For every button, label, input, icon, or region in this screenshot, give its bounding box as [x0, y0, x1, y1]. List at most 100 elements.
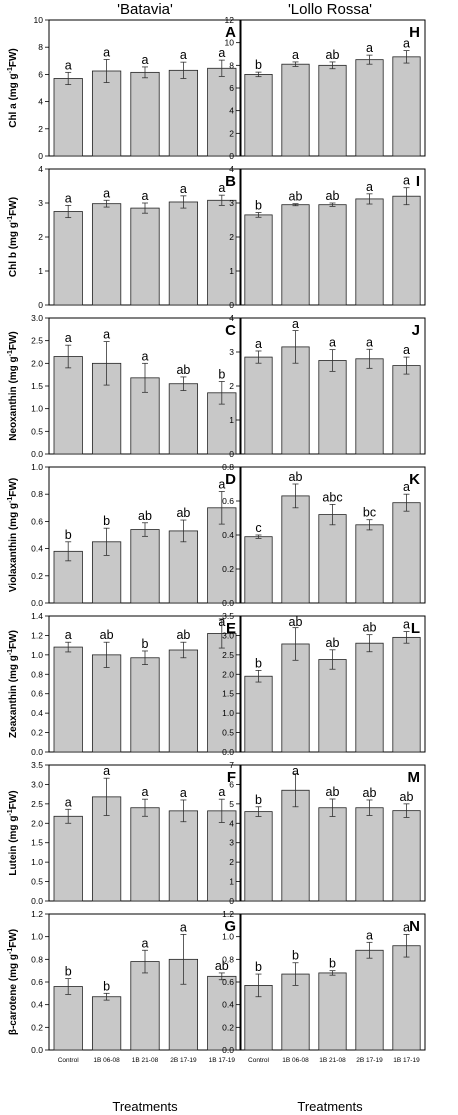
bar	[392, 810, 421, 902]
y-tick-label: 3	[229, 198, 234, 208]
bar	[53, 211, 83, 306]
significance-letter: ab	[400, 790, 414, 804]
bar	[53, 815, 83, 902]
y-tick-label: 8	[38, 42, 43, 52]
bar	[207, 633, 237, 753]
significance-letter: ab	[326, 189, 340, 203]
category-label: Control	[248, 1057, 270, 1064]
panel-letter: L	[411, 620, 420, 637]
y-tick-label: 0.2	[222, 564, 234, 574]
significance-letter: b	[255, 656, 262, 670]
significance-letter: b	[103, 979, 110, 993]
panel-e: 0.0 0.2 0.4 0.6 0.8 1.0 1.2 1.4 Zeaxanthin (mg g…	[7, 611, 242, 757]
y-tick-label: 3.5	[31, 760, 43, 770]
y-tick-label: 0.0	[222, 598, 234, 608]
panel-d: 0.0 0.2 0.4 0.6 0.8 1.0 Violaxanthin (mg g-1FW…	[7, 462, 242, 608]
y-tick-label: 1.5	[222, 689, 234, 699]
y-tick-label: 2	[229, 232, 234, 242]
significance-letter: a	[218, 785, 225, 799]
bar	[281, 973, 310, 1051]
y-tick-label: 0.8	[31, 954, 43, 964]
bar	[168, 810, 199, 902]
significance-letter: a	[403, 37, 410, 51]
bar	[318, 807, 347, 902]
bar	[244, 74, 273, 157]
y-tick-label: 2.5	[31, 336, 43, 346]
y-axis-label: β-carotene (mg g-1FW)	[7, 929, 19, 1035]
significance-letter: b	[255, 793, 262, 807]
y-tick-label: 0.0	[31, 598, 43, 608]
panel-letter: D	[225, 471, 236, 488]
y-tick-label: 5	[229, 799, 234, 809]
significance-letter: a	[366, 928, 373, 942]
y-tick-label: 2	[229, 857, 234, 867]
panel-letter: A	[225, 24, 236, 41]
significance-letter: a	[142, 53, 149, 67]
panel-letter: N	[409, 918, 420, 935]
significance-letter: a	[292, 48, 299, 62]
bar	[130, 807, 160, 902]
y-tick-label: 0.4	[31, 708, 43, 718]
significance-letter: b	[292, 949, 299, 963]
y-tick-label: 0	[229, 300, 234, 310]
y-tick-label: 2	[38, 124, 43, 134]
y-tick-label: 2.0	[31, 358, 43, 368]
bar	[130, 657, 160, 753]
panel-letter: I	[416, 173, 420, 190]
bar	[392, 636, 421, 753]
panel-letter: M	[408, 769, 421, 786]
y-tick-label: 1.5	[31, 381, 43, 391]
panel-c: 0.0 0.5 1.0 1.5 2.0 2.5 3.0 Neoxanthin (mg g-1F…	[7, 313, 242, 459]
y-tick-label: 0.5	[31, 877, 43, 887]
y-tick-label: 0.2	[31, 728, 43, 738]
bar	[130, 961, 160, 1051]
significance-letter: a	[403, 480, 410, 494]
bar	[91, 654, 122, 753]
significance-letter: b	[329, 957, 336, 971]
y-tick-label: 2.5	[31, 799, 43, 809]
y-tick-label: 1.5	[31, 838, 43, 848]
significance-letter: a	[103, 764, 110, 778]
bar	[355, 358, 384, 455]
significance-letter: a	[142, 936, 149, 950]
y-axis-label: Chl a (mg g-1FW)	[7, 48, 19, 128]
y-tick-label: 12	[225, 15, 235, 25]
y-tick-label: 0.4	[222, 1000, 234, 1010]
significance-letter: a	[218, 477, 225, 491]
y-tick-label: 1.2	[222, 909, 234, 919]
y-tick-label: 3	[38, 198, 43, 208]
bar	[318, 514, 347, 604]
significance-letter: ab	[138, 509, 152, 523]
significance-letter: b	[255, 960, 262, 974]
y-tick-label: 3	[229, 838, 234, 848]
significance-letter: a	[65, 628, 72, 642]
bar	[91, 203, 122, 306]
y-tick-label: 1.2	[31, 909, 43, 919]
bar	[318, 360, 347, 455]
bar	[355, 59, 384, 157]
category-label: 1B 21-08	[132, 1057, 159, 1064]
y-tick-label: 0.6	[222, 977, 234, 987]
y-tick-label: 1.0	[222, 932, 234, 942]
panel-l: 0.0 0.5 1.0 1.5 2.0 2.5 3.0 3.5 b ab ab ab a L	[222, 611, 426, 757]
significance-letter: a	[218, 181, 225, 195]
panel-m: 0 1 2 3 4 5 6 7 b a ab ab ab M	[229, 760, 426, 906]
y-axis-label: Chl b (mg g-1FW)	[7, 197, 19, 277]
y-tick-label: 0.4	[31, 1000, 43, 1010]
y-tick-label: 2	[38, 232, 43, 242]
significance-letter: b	[255, 199, 262, 213]
significance-letter: ab	[100, 628, 114, 642]
y-tick-label: 0.5	[222, 728, 234, 738]
significance-letter: a	[329, 336, 336, 350]
category-label: 1B 17-19	[209, 1057, 236, 1064]
y-tick-label: 0.0	[31, 449, 43, 459]
bar	[244, 675, 273, 753]
significance-letter: a	[366, 335, 373, 349]
bar	[318, 204, 347, 306]
significance-letter: ab	[363, 621, 377, 635]
y-tick-label: 7	[229, 760, 234, 770]
y-tick-label: 0	[38, 151, 43, 161]
y-tick-label: 3.0	[31, 779, 43, 789]
